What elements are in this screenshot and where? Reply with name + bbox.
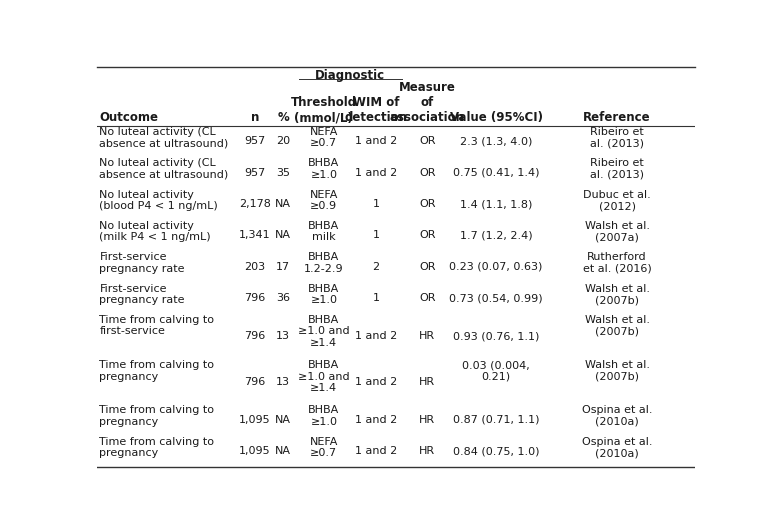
Text: WIM of
detection: WIM of detection — [344, 96, 408, 124]
Text: 1 and 2: 1 and 2 — [355, 168, 397, 178]
Text: Walsh et al.
(2007b): Walsh et al. (2007b) — [584, 284, 649, 305]
Text: Outcome: Outcome — [100, 111, 158, 124]
Text: Diagnostic: Diagnostic — [315, 69, 385, 82]
Text: 1 and 2: 1 and 2 — [355, 377, 397, 387]
Text: 1,095: 1,095 — [239, 415, 271, 425]
Text: Walsh et al.
(2007a): Walsh et al. (2007a) — [584, 221, 649, 242]
Text: First-service
pregnancy rate: First-service pregnancy rate — [100, 252, 185, 274]
Text: Reference: Reference — [583, 111, 651, 124]
Text: 0.73 (0.54, 0.99): 0.73 (0.54, 0.99) — [449, 293, 543, 303]
Text: OR: OR — [419, 199, 435, 209]
Text: Threshold
(mmol/L): Threshold (mmol/L) — [291, 96, 357, 124]
Text: 957: 957 — [245, 168, 266, 178]
Text: NA: NA — [275, 446, 291, 456]
Text: 957: 957 — [245, 136, 266, 147]
Text: Time from calving to
pregnancy: Time from calving to pregnancy — [100, 405, 215, 427]
Text: No luteal activity
(milk P4 < 1 ng/mL): No luteal activity (milk P4 < 1 ng/mL) — [100, 221, 211, 242]
Text: 2: 2 — [372, 262, 380, 272]
Text: 0.84 (0.75, 1.0): 0.84 (0.75, 1.0) — [453, 446, 540, 456]
Text: Rutherford
et al. (2016): Rutherford et al. (2016) — [583, 252, 652, 274]
Text: Ribeiro et
al. (2013): Ribeiro et al. (2013) — [590, 158, 644, 180]
Text: No luteal activity (CL
absence at ultrasound): No luteal activity (CL absence at ultras… — [100, 127, 229, 149]
Text: No luteal activity (CL
absence at ultrasound): No luteal activity (CL absence at ultras… — [100, 158, 229, 180]
Text: 0.75 (0.41, 1.4): 0.75 (0.41, 1.4) — [453, 168, 540, 178]
Text: 1: 1 — [372, 230, 379, 240]
Text: 1,095: 1,095 — [239, 446, 271, 456]
Text: BHBA
≥1.0: BHBA ≥1.0 — [308, 158, 340, 180]
Text: 1: 1 — [372, 293, 379, 303]
Text: BHBA
≥1.0 and
≥1.4: BHBA ≥1.0 and ≥1.4 — [298, 315, 350, 348]
Text: NA: NA — [275, 199, 291, 209]
Text: BHBA
≥1.0 and
≥1.4: BHBA ≥1.0 and ≥1.4 — [298, 360, 350, 393]
Text: 1.7 (1.2, 2.4): 1.7 (1.2, 2.4) — [460, 230, 533, 240]
Text: HR: HR — [419, 331, 435, 341]
Text: 35: 35 — [276, 168, 290, 178]
Text: 1: 1 — [372, 199, 379, 209]
Text: Measure
of
association: Measure of association — [390, 81, 465, 124]
Text: 1 and 2: 1 and 2 — [355, 136, 397, 147]
Text: First-service
pregnancy rate: First-service pregnancy rate — [100, 284, 185, 305]
Text: OR: OR — [419, 293, 435, 303]
Text: Dubuc et al.
(2012): Dubuc et al. (2012) — [583, 190, 651, 211]
Text: 1 and 2: 1 and 2 — [355, 415, 397, 425]
Text: OR: OR — [419, 136, 435, 147]
Text: No luteal activity
(blood P4 < 1 ng/mL): No luteal activity (blood P4 < 1 ng/mL) — [100, 190, 218, 211]
Text: HR: HR — [419, 415, 435, 425]
Text: 17: 17 — [276, 262, 290, 272]
Text: OR: OR — [419, 168, 435, 178]
Text: BHBA
≥1.0: BHBA ≥1.0 — [308, 284, 340, 305]
Text: 13: 13 — [276, 377, 290, 387]
Text: 0.23 (0.07, 0.63): 0.23 (0.07, 0.63) — [449, 262, 543, 272]
Text: Ribeiro et
al. (2013): Ribeiro et al. (2013) — [590, 127, 644, 149]
Text: BHBA
milk: BHBA milk — [308, 221, 340, 242]
Text: 20: 20 — [276, 136, 290, 147]
Text: Ospina et al.
(2010a): Ospina et al. (2010a) — [582, 405, 652, 427]
Text: Time from calving to
first-service: Time from calving to first-service — [100, 315, 215, 336]
Text: Ospina et al.
(2010a): Ospina et al. (2010a) — [582, 437, 652, 458]
Text: NEFA
≥0.7: NEFA ≥0.7 — [310, 437, 338, 458]
Text: 796: 796 — [245, 331, 266, 341]
Text: Time from calving to
pregnancy: Time from calving to pregnancy — [100, 437, 215, 458]
Text: 203: 203 — [245, 262, 266, 272]
Text: HR: HR — [419, 446, 435, 456]
Text: OR: OR — [419, 262, 435, 272]
Text: 36: 36 — [276, 293, 290, 303]
Text: NEFA
≥0.9: NEFA ≥0.9 — [310, 190, 338, 211]
Text: Time from calving to
pregnancy: Time from calving to pregnancy — [100, 360, 215, 382]
Text: OR: OR — [419, 230, 435, 240]
Text: 13: 13 — [276, 331, 290, 341]
Text: n: n — [251, 111, 259, 124]
Text: 796: 796 — [245, 293, 266, 303]
Text: 1.4 (1.1, 1.8): 1.4 (1.1, 1.8) — [460, 199, 533, 209]
Text: 796: 796 — [245, 377, 266, 387]
Text: 1,341: 1,341 — [239, 230, 271, 240]
Text: NA: NA — [275, 230, 291, 240]
Text: BHBA
≥1.0: BHBA ≥1.0 — [308, 405, 340, 427]
Text: Walsh et al.
(2007b): Walsh et al. (2007b) — [584, 315, 649, 336]
Text: Value (95%CI): Value (95%CI) — [449, 111, 543, 124]
Text: 0.93 (0.76, 1.1): 0.93 (0.76, 1.1) — [453, 331, 540, 341]
Text: 0.87 (0.71, 1.1): 0.87 (0.71, 1.1) — [453, 415, 540, 425]
Text: HR: HR — [419, 377, 435, 387]
Text: NEFA
≥0.7: NEFA ≥0.7 — [310, 127, 338, 149]
Text: 2.3 (1.3, 4.0): 2.3 (1.3, 4.0) — [460, 136, 533, 147]
Text: BHBA
1.2-2.9: BHBA 1.2-2.9 — [304, 252, 344, 274]
Text: 1 and 2: 1 and 2 — [355, 446, 397, 456]
Text: %: % — [277, 111, 289, 124]
Text: 1 and 2: 1 and 2 — [355, 331, 397, 341]
Text: 2,178: 2,178 — [239, 199, 271, 209]
Text: Walsh et al.
(2007b): Walsh et al. (2007b) — [584, 360, 649, 382]
Text: NA: NA — [275, 415, 291, 425]
Text: 0.03 (0.004,
0.21): 0.03 (0.004, 0.21) — [462, 360, 530, 382]
